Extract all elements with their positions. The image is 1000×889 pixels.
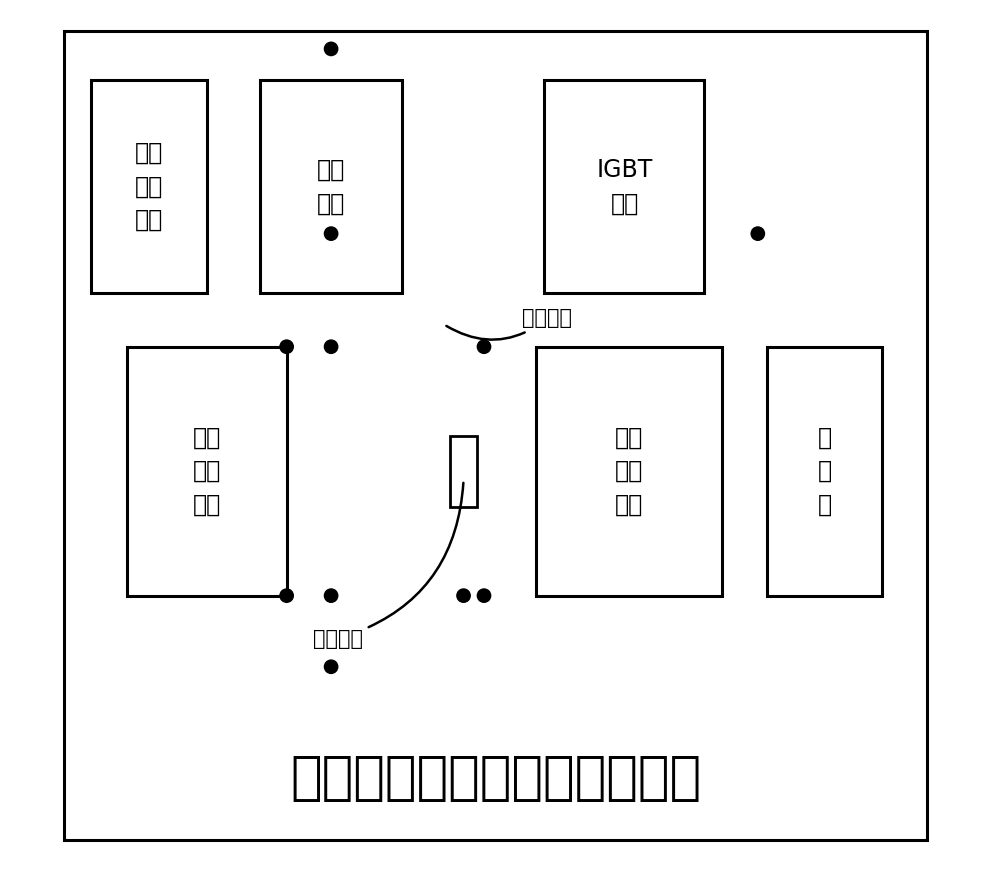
Circle shape (324, 589, 338, 603)
Circle shape (324, 660, 338, 674)
Text: 直流
电源
电路: 直流 电源 电路 (193, 426, 221, 517)
Bar (767, 347, 882, 596)
Circle shape (457, 589, 470, 603)
Text: 检测电容: 检测电容 (446, 308, 572, 340)
Circle shape (324, 340, 338, 353)
Text: 母线
电容: 母线 电容 (317, 158, 345, 215)
Text: 三相
电源
开关: 三相 电源 开关 (135, 141, 163, 232)
Circle shape (477, 340, 491, 353)
Bar (82, 204, 891, 667)
Circle shape (324, 42, 338, 55)
Circle shape (751, 227, 764, 240)
Text: 控
制
器: 控 制 器 (817, 426, 832, 517)
Circle shape (477, 589, 491, 603)
Bar (450, 436, 477, 507)
Bar (91, 80, 207, 293)
Bar (544, 80, 704, 293)
Text: 变频器母线电容在线检测装置: 变频器母线电容在线检测装置 (290, 752, 701, 804)
Text: IGBT
模组: IGBT 模组 (596, 158, 653, 215)
Text: 检测电阻: 检测电阻 (313, 483, 463, 648)
Bar (260, 80, 402, 293)
Bar (127, 347, 287, 596)
Text: 峰值
检测
电路: 峰值 检测 电路 (615, 426, 643, 517)
Bar (536, 347, 722, 596)
Circle shape (280, 589, 293, 603)
Circle shape (324, 227, 338, 240)
Circle shape (280, 340, 293, 353)
